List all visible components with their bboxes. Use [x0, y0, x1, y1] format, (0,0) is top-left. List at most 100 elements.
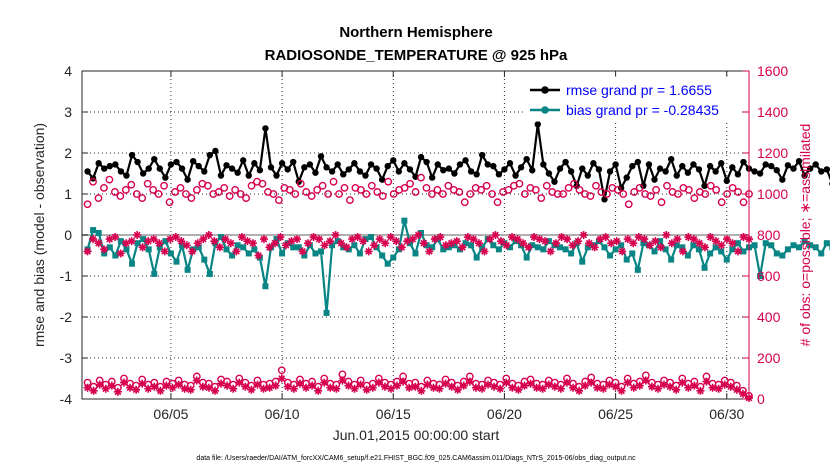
data-point [290, 158, 297, 166]
series-obs-assimilated-low- [83, 374, 753, 402]
data-point [520, 190, 529, 198]
data-point [640, 235, 649, 244]
data-point [408, 235, 417, 244]
data-point [738, 389, 747, 398]
data-point [251, 160, 258, 167]
data-point [356, 380, 365, 389]
data-point [534, 244, 541, 251]
data-point [674, 190, 682, 198]
data-point [684, 185, 693, 194]
data-point [595, 166, 603, 173]
data-point [331, 231, 340, 239]
data-point [302, 383, 311, 392]
marks [83, 121, 830, 402]
data-point [186, 385, 195, 394]
data-point [259, 235, 268, 244]
legend-box [524, 76, 741, 122]
data-point [717, 198, 726, 207]
data-point [718, 160, 725, 167]
data-point [482, 181, 491, 190]
data-point [579, 231, 588, 239]
data-point [318, 248, 325, 255]
data-point [656, 165, 664, 172]
data-point [247, 181, 256, 190]
data-point [728, 183, 737, 192]
data-point [801, 172, 808, 179]
data-point [700, 243, 709, 252]
data-point [220, 183, 229, 192]
data-point [173, 258, 180, 265]
data-point [259, 384, 268, 393]
data-point [162, 238, 169, 245]
data-point [248, 239, 257, 248]
data-point [645, 161, 653, 168]
data-point [247, 385, 256, 394]
data-point [306, 161, 314, 168]
data-point [606, 168, 614, 175]
data-point [315, 235, 324, 244]
data-point [488, 190, 496, 198]
data-point [612, 246, 619, 253]
data-point [314, 386, 323, 395]
data-point [453, 385, 462, 394]
data-point [567, 168, 575, 175]
data-point [423, 380, 432, 389]
data-point [729, 246, 736, 253]
data-point [651, 176, 658, 183]
data-point [234, 169, 241, 176]
data-point [132, 385, 141, 394]
data-point [192, 185, 201, 194]
data-point [562, 246, 569, 253]
data-point [790, 242, 797, 249]
data-point [139, 170, 147, 177]
data-point [262, 125, 269, 132]
data-point [269, 190, 278, 198]
data-point [174, 380, 183, 389]
data-point [596, 235, 605, 244]
chart-subtitle: RADIOSONDE_TEMPERATURE @ 925 hPa [265, 47, 568, 64]
data-point [469, 235, 478, 244]
data-point [405, 383, 414, 392]
y-right-tick-label: 400 [757, 309, 781, 325]
data-point [714, 384, 723, 393]
data-point [215, 243, 224, 252]
data-point [751, 242, 758, 249]
data-point [245, 172, 252, 179]
data-point [684, 383, 693, 392]
data-point [168, 383, 177, 392]
data-point [384, 162, 391, 170]
data-point [613, 185, 622, 194]
data-point [254, 251, 263, 260]
data-point [192, 376, 201, 385]
x-tick-label: 06/25 [598, 406, 633, 422]
data-point [818, 168, 825, 175]
footer-data-file: data file: /Users/raeder/DAI/ATM_forcXX/… [196, 455, 636, 462]
y-right-tick-label: 800 [757, 227, 781, 243]
data-point [617, 184, 625, 192]
data-point [640, 182, 647, 189]
data-point [602, 190, 611, 198]
data-point [380, 382, 389, 391]
data-point [590, 243, 599, 252]
data-point [444, 181, 453, 190]
data-point [690, 381, 699, 390]
data-point [256, 167, 264, 174]
data-point [585, 239, 594, 248]
data-point [235, 378, 244, 387]
data-point [501, 166, 508, 173]
data-point [89, 386, 98, 395]
data-point [579, 165, 586, 172]
data-point [307, 192, 316, 200]
data-point [581, 381, 590, 390]
data-point [557, 233, 566, 242]
data-point [796, 244, 803, 251]
data-point [515, 179, 524, 188]
data-point [127, 237, 136, 246]
data-point [334, 238, 341, 245]
y-tick-label: 3 [64, 104, 72, 120]
data-point [411, 188, 420, 196]
data-point [312, 169, 319, 176]
legend-bias-marker [541, 106, 549, 114]
data-point [601, 233, 610, 242]
data-point [491, 231, 500, 239]
